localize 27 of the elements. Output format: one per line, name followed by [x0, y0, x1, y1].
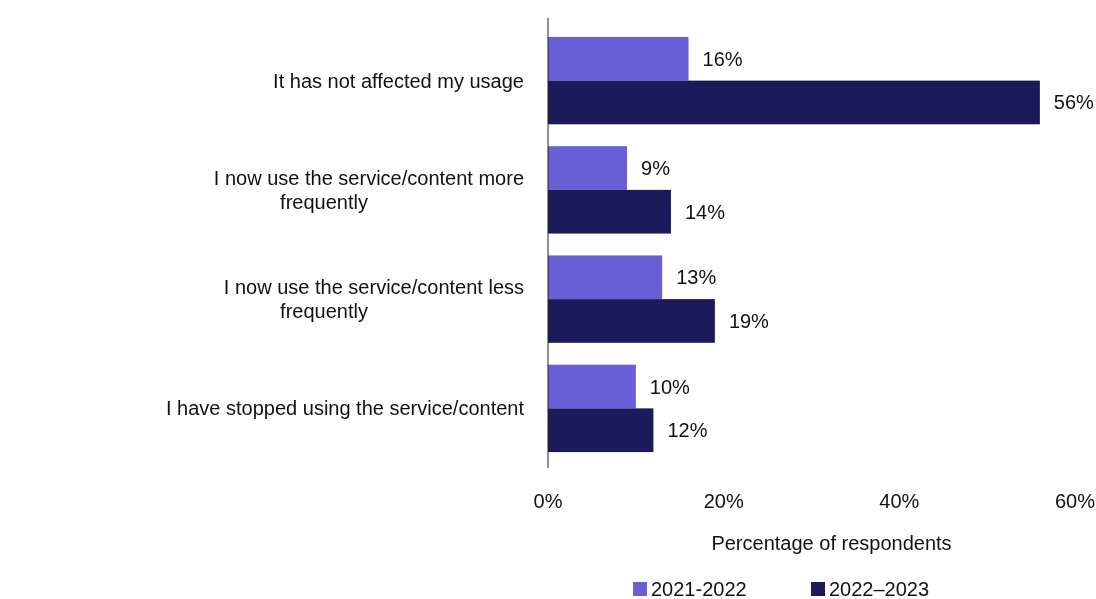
- bar: [548, 80, 1040, 125]
- y-tick-label: It has not affected my usage: [273, 69, 524, 92]
- x-tick-label: 60%: [1054, 490, 1096, 512]
- bar: [548, 146, 628, 190]
- x-tick-label: 20%: [703, 490, 744, 512]
- data-label: 13%: [676, 266, 717, 289]
- y-tick-label: I now use the service/content less frequently: [223, 276, 524, 323]
- x-tick-label: 0%: [533, 490, 563, 512]
- data-label: 9%: [641, 157, 671, 180]
- data-label: 12%: [667, 419, 708, 442]
- data-label: 14%: [684, 200, 726, 223]
- data-label: 10%: [649, 375, 691, 398]
- legend-label: 2021-2022: [651, 578, 747, 599]
- legend-label: 2022–2023: [829, 578, 930, 599]
- y-tick-label: I have stopped using the service/content: [165, 397, 525, 420]
- x-tick-label: 40%: [879, 490, 920, 512]
- bar: [548, 408, 654, 453]
- bar: [548, 255, 663, 300]
- data-label: 19%: [728, 309, 770, 332]
- bar: [548, 299, 715, 343]
- data-label: 16%: [702, 47, 743, 70]
- data-label: 56%: [1053, 91, 1095, 114]
- bar: [548, 364, 636, 409]
- x-axis-title: Percentage of respondents: [711, 532, 952, 554]
- bar: [548, 189, 671, 234]
- bar: [548, 36, 689, 81]
- y-tick-label: I now use the service/content more frequently: [213, 166, 524, 213]
